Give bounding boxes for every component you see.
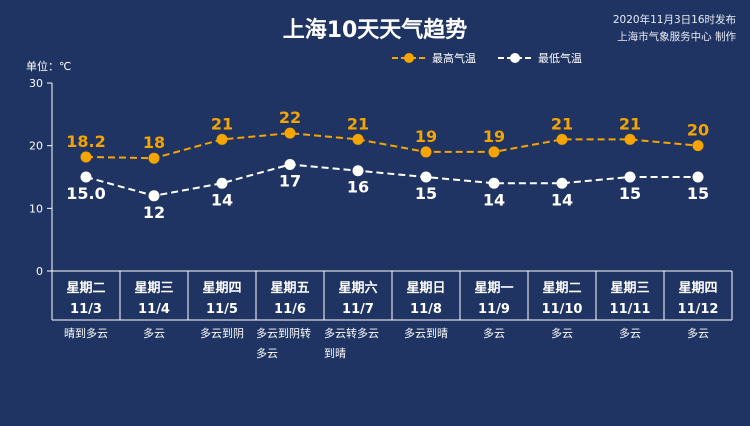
- series-line-high: [85, 132, 699, 160]
- legend-item-high: 最高气温: [392, 50, 476, 66]
- date-label: 11/3: [70, 302, 102, 317]
- weekday-label: 星期五: [270, 281, 309, 296]
- legend-high-swatch: [392, 53, 426, 63]
- data-label-low: 15: [687, 184, 709, 203]
- weekday-label: 星期三: [610, 281, 649, 296]
- data-point-low: [216, 177, 228, 189]
- weather-label: 多云到阴: [200, 326, 244, 340]
- weather-label-cont: 到晴: [324, 347, 346, 360]
- date-label: 11/8: [410, 302, 442, 317]
- data-label-high: 19: [415, 127, 437, 146]
- publisher: 上海市气象服务中心 制作: [617, 31, 736, 43]
- date-label: 11/9: [478, 302, 510, 317]
- publish-info: 2020年11月3日16时发布 上海市气象服务中心 制作: [613, 12, 736, 46]
- data-label-low: 14: [483, 190, 505, 209]
- weather-label: 多云到阴转: [256, 326, 311, 340]
- legend-item-low: 最低气温: [498, 50, 582, 66]
- data-point-low: [284, 158, 296, 170]
- data-label-high: 21: [211, 114, 233, 133]
- data-label-high: 19: [483, 127, 505, 146]
- weekday-label: 星期四: [678, 281, 717, 296]
- data-point-high: [352, 133, 364, 145]
- data-point-high: [80, 151, 92, 163]
- weather-label: 晴到多云: [64, 326, 108, 340]
- data-label-high: 20: [687, 121, 709, 140]
- weather-label: 多云: [551, 326, 573, 340]
- date-label: 11/4: [138, 302, 170, 317]
- data-label-low: 15.0: [66, 184, 105, 203]
- weather-label: 多云转多云: [324, 326, 379, 340]
- data-label-high: 21: [347, 114, 369, 133]
- data-label-low: 15: [415, 184, 437, 203]
- date-label: 11/12: [678, 302, 719, 317]
- y-tick-label: 20: [29, 140, 43, 153]
- data-point-low: [488, 177, 500, 189]
- data-point-high: [284, 127, 296, 139]
- data-point-high: [624, 133, 636, 145]
- data-point-high: [420, 146, 432, 158]
- date-label: 11/11: [610, 302, 651, 317]
- weekday-label: 星期三: [134, 281, 173, 296]
- data-label-low: 15: [619, 184, 641, 203]
- legend-low-label: 最低气温: [538, 52, 582, 65]
- data-point-high: [488, 146, 500, 158]
- legend-high-label: 最高气温: [432, 52, 476, 65]
- weekday-label: 星期四: [202, 281, 241, 296]
- data-point-low: [80, 171, 92, 183]
- data-point-high: [216, 133, 228, 145]
- data-label-high: 21: [551, 114, 573, 133]
- data-point-high: [692, 140, 704, 152]
- data-point-low: [420, 171, 432, 183]
- data-label-low: 16: [347, 178, 369, 197]
- data-label-high: 18.2: [66, 132, 105, 151]
- data-label-high: 21: [619, 114, 641, 133]
- data-label-low: 12: [143, 203, 165, 222]
- date-label: 11/5: [206, 302, 238, 317]
- data-point-low: [352, 165, 364, 177]
- weather-label: 多云: [143, 326, 165, 340]
- data-label-low: 14: [551, 190, 573, 209]
- weekday-label: 星期一: [474, 281, 513, 296]
- weekday-label: 星期二: [542, 281, 581, 296]
- date-label: 11/10: [542, 302, 583, 317]
- data-label-low: 17: [279, 171, 301, 190]
- data-label-high: 18: [143, 133, 165, 152]
- y-tick-label: 0: [36, 265, 43, 278]
- series-line-low: [85, 163, 698, 197]
- chart-title: 上海10天天气趋势: [282, 18, 468, 43]
- weather-label: 多云: [483, 326, 505, 340]
- data-point-low: [624, 171, 636, 183]
- legend-low-swatch: [498, 53, 532, 63]
- weekday-label: 星期六: [338, 280, 377, 296]
- y-tick-label: 30: [29, 77, 43, 90]
- date-label: 11/6: [274, 302, 306, 317]
- weather-label: 多云到晴: [404, 326, 448, 340]
- weather-label: 多云: [687, 326, 709, 340]
- data-point-high: [556, 133, 568, 145]
- publish-time: 2020年11月3日16时发布: [612, 14, 736, 26]
- data-point-low: [148, 190, 160, 202]
- data-point-low: [692, 171, 704, 183]
- y-tick-label: 10: [29, 202, 43, 215]
- weekday-label: 星期日: [406, 281, 445, 296]
- weather-label-cont: 多云: [256, 346, 278, 360]
- weather-label: 多云: [619, 326, 641, 340]
- data-label-low: 14: [211, 190, 233, 209]
- date-label: 11/7: [342, 302, 374, 317]
- unit-label: 单位：℃: [26, 60, 72, 73]
- data-point-low: [556, 177, 568, 189]
- data-label-high: 22: [279, 108, 301, 127]
- weekday-label: 星期二: [66, 281, 105, 296]
- legend: 最高气温 最低气温: [392, 50, 604, 66]
- data-point-high: [148, 152, 160, 164]
